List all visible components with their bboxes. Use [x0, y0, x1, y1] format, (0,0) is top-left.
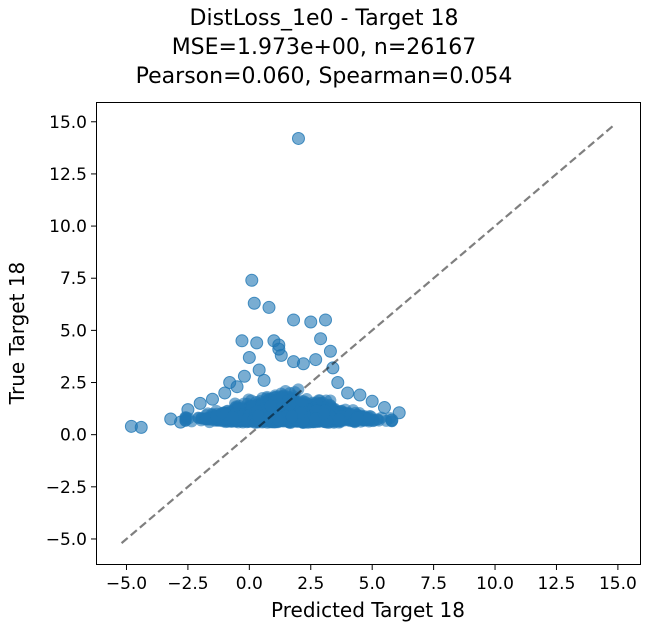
plot-frame	[96, 102, 641, 565]
y-tick-label: 10.0	[49, 217, 87, 237]
scatter-point	[365, 394, 379, 408]
scatter-point	[174, 415, 188, 429]
y-axis-label: True Target 18	[5, 262, 29, 406]
y-tick-label: 12.5	[49, 165, 87, 185]
scatter-point	[252, 363, 266, 377]
scatter-point	[377, 401, 391, 415]
scatter-point	[296, 357, 310, 371]
cluster-point	[295, 394, 308, 407]
scatter-point	[245, 273, 259, 287]
x-tick-label: 12.5	[538, 574, 576, 594]
y-tick-label: −2.5	[46, 478, 87, 498]
scatter-point	[262, 300, 276, 314]
scatter-point	[134, 420, 148, 434]
x-axis-label: Predicted Target 18	[271, 598, 465, 622]
scatter-point	[287, 313, 301, 327]
chart-title-line-3: Pearson=0.060, Spearman=0.054	[135, 64, 513, 89]
scatter-point	[257, 373, 271, 387]
scatter-point	[392, 406, 406, 420]
x-tick-label: 5.0	[359, 574, 386, 594]
y-tick-label: 0.0	[60, 426, 87, 446]
cluster-point	[216, 406, 229, 419]
scatter-point	[341, 386, 355, 400]
y-tick-label: 2.5	[60, 374, 87, 394]
cluster-point	[226, 410, 239, 423]
cluster-point	[264, 399, 277, 412]
scatter-point	[274, 348, 288, 362]
x-tick-label: 7.5	[420, 574, 447, 594]
cluster-point	[351, 411, 364, 424]
y-tick-label: −5.0	[46, 530, 87, 550]
x-tick-label: −2.5	[167, 574, 208, 594]
cluster-point	[317, 407, 330, 420]
x-tick-label: 2.5	[297, 574, 324, 594]
x-tick-label: 0.0	[236, 574, 263, 594]
y-tick-label: 15.0	[49, 113, 87, 133]
scatter-point	[181, 403, 195, 417]
cluster-point	[332, 413, 345, 426]
scatter-point	[237, 369, 251, 383]
chart-title-line-2: MSE=1.973e+00, n=26167	[171, 35, 477, 60]
scatter-point	[291, 131, 305, 145]
x-tick-label: −5.0	[106, 574, 147, 594]
cluster-point	[252, 409, 265, 422]
x-tick-label: 15.0	[599, 574, 637, 594]
y-tick-label: 5.0	[60, 321, 87, 341]
scatter-point	[319, 313, 333, 327]
scatter-point	[205, 392, 219, 406]
scatter-point	[353, 388, 367, 402]
reference-diagonal-line	[120, 125, 614, 544]
scatter-point	[314, 332, 328, 346]
cluster-point	[295, 407, 308, 420]
scatter-point	[247, 296, 261, 310]
y-tick-label: 7.5	[60, 269, 87, 289]
x-axis-ticks: −5.0 −2.5 0.0 2.5 5.0 7.5 10.0 12.5 15.0	[106, 564, 637, 594]
scatter-point	[242, 350, 256, 364]
chart-title-line-1: DistLoss_1e0 - Target 18	[189, 6, 459, 31]
cluster-point	[362, 411, 375, 424]
cluster-point	[285, 410, 298, 423]
scatter-point	[331, 376, 345, 390]
scatter-point	[323, 344, 337, 358]
scatter-point	[223, 376, 237, 390]
x-tick-label: 10.0	[476, 574, 514, 594]
scatter-point	[250, 336, 264, 350]
scatter-point	[235, 334, 249, 348]
points-layer	[124, 131, 406, 434]
cluster-point	[200, 413, 213, 426]
cluster-point	[272, 413, 285, 426]
scatter-point	[309, 353, 323, 367]
y-axis-ticks: −5.0 −2.5 0.0 2.5 5.0 7.5 10.0 12.5 15.0	[46, 113, 97, 550]
scatter-point	[218, 386, 232, 400]
scatter-point	[193, 396, 207, 410]
scatter-point	[304, 315, 318, 329]
